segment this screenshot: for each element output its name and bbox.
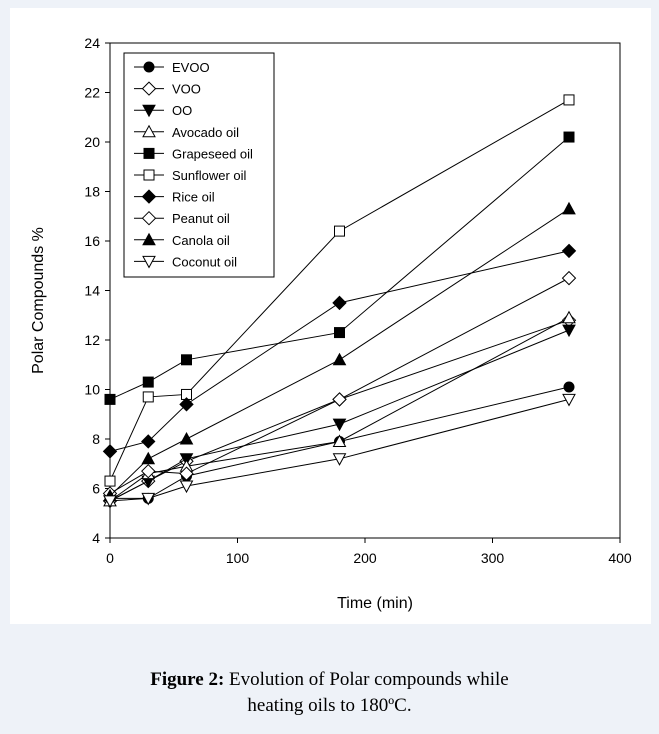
- y-tick-label: 22: [84, 85, 100, 101]
- legend: EVOO VOO OO Avocado oil Grapeseed oil Sunflow…: [123, 52, 275, 278]
- series-peanut-oil: [102, 270, 577, 501]
- data-point-rice-oil: [141, 434, 156, 449]
- data-point-peanut-oil: [332, 392, 347, 407]
- data-point-grapeseed-oil: [563, 131, 575, 143]
- legend-entry-rice-oil: Rice oil: [134, 189, 215, 205]
- legend-label: Avocado oil: [172, 125, 239, 140]
- data-point-coconut-oil: [179, 480, 194, 494]
- y-tick-label: 18: [84, 184, 100, 200]
- x-tick-label: 200: [353, 550, 377, 566]
- legend-marker: [142, 104, 156, 118]
- caption-text-line1: Evolution of Polar compounds while: [224, 669, 509, 690]
- data-point-coconut-oil: [103, 495, 117, 508]
- data-point-rice-oil: [179, 397, 194, 412]
- data-point-grapeseed-oil: [334, 327, 345, 339]
- legend-entry-peanut-oil: Peanut oil: [134, 210, 230, 226]
- legend-entry-oo: OO: [134, 103, 192, 118]
- data-point-oo: [332, 418, 347, 432]
- legend-label: EVOO: [172, 60, 210, 75]
- y-tick-label: 16: [84, 233, 100, 249]
- data-point-sunflower-oil: [104, 475, 116, 487]
- y-tick-label: 12: [84, 332, 100, 348]
- caption-text-line2: heating oils to 180ºC.: [247, 695, 412, 716]
- chart-panel: 4 6 8 10 12 14 16 18 20 22 24 0 100 200 300 400 EVOO VOO…: [10, 8, 651, 624]
- data-point-rice-oil: [332, 295, 347, 311]
- figure-caption: Figure 2: Evolution of Polar compounds w…: [0, 667, 659, 719]
- legend-marker: [143, 169, 155, 181]
- legend-entry-sunflower-oil: Sunflower oil: [134, 168, 247, 183]
- legend-label: VOO: [172, 82, 201, 97]
- x-axis-title: Time (min): [337, 595, 413, 612]
- y-tick-label: 24: [84, 35, 100, 51]
- y-tick-label: 8: [92, 431, 100, 447]
- data-point-peanut-oil: [179, 466, 194, 481]
- x-tick-label: 0: [106, 550, 114, 566]
- series-line-coconut-oil: [109, 398, 570, 502]
- legend-entry-voo: VOO: [134, 81, 201, 97]
- legend-marker: [141, 189, 157, 204]
- data-point-oo: [562, 324, 576, 338]
- legend-label: Peanut oil: [172, 211, 230, 226]
- y-tick-label: 6: [92, 481, 100, 497]
- series-grapeseed-oil: [104, 131, 575, 405]
- data-point-coconut-oil: [332, 453, 347, 466]
- y-tick-label: 10: [84, 382, 100, 398]
- y-axis-title: Polar Compounds %: [30, 227, 47, 374]
- data-point-canola-oil: [332, 352, 347, 366]
- data-point-canola-oil: [179, 431, 194, 445]
- line-chart: 4 6 8 10 12 14 16 18 20 22 24 0 100 200 300 400 EVOO VOO…: [30, 35, 632, 612]
- y-tick-label: 14: [84, 283, 100, 299]
- series-coconut-oil: [103, 393, 576, 508]
- series-rice-oil: [102, 243, 577, 459]
- data-point-coconut-oil: [141, 492, 156, 506]
- legend-marker: [142, 255, 156, 269]
- legend-marker: [143, 147, 155, 159]
- legend-label: Coconut oil: [172, 254, 237, 269]
- data-point-peanut-oil: [561, 270, 577, 286]
- data-point-peanut-oil: [141, 463, 156, 479]
- y-tick-label: 4: [92, 530, 100, 546]
- data-point-evoo: [563, 381, 575, 393]
- series-line-voo: [109, 319, 570, 502]
- series-sunflower-oil: [104, 94, 575, 487]
- axes: 4 6 8 10 12 14 16 18 20 22 24 0 100 200 300 400: [84, 35, 631, 566]
- legend-entry-evoo: EVOO: [134, 60, 210, 75]
- legend-marker: [143, 61, 155, 73]
- data-point-avocado-oil: [562, 310, 576, 324]
- x-tick-label: 400: [608, 550, 632, 566]
- data-point-grapeseed-oil: [181, 354, 192, 366]
- figure-label: Figure 2:: [150, 669, 225, 690]
- data-point-sunflower-oil: [334, 225, 345, 237]
- data-point-grapeseed-oil: [142, 376, 154, 388]
- series-avocado-oil: [103, 310, 576, 507]
- data-point-grapeseed-oil: [104, 393, 116, 405]
- data-point-rice-oil: [102, 444, 118, 459]
- data-point-sunflower-oil: [563, 94, 575, 106]
- data-point-canola-oil: [141, 451, 156, 465]
- legend-marker: [142, 124, 156, 138]
- series-voo: [102, 312, 577, 509]
- legend-label: Sunflower oil: [172, 168, 247, 183]
- data-point-sunflower-oil: [142, 391, 154, 403]
- data-point-avocado-oil: [332, 434, 347, 447]
- y-tick-label: 20: [84, 134, 100, 150]
- legend-marker: [142, 232, 156, 246]
- x-tick-label: 300: [481, 550, 505, 566]
- data-point-rice-oil: [561, 243, 577, 259]
- legend-marker: [141, 210, 157, 226]
- legend-marker: [141, 81, 157, 96]
- data-point-coconut-oil: [562, 393, 576, 407]
- legend-entry-avocado-oil: Avocado oil: [134, 124, 239, 140]
- x-tick-label: 100: [226, 550, 250, 566]
- legend-label: Grapeseed oil: [172, 146, 253, 161]
- legend-label: OO: [172, 103, 192, 118]
- series-lines: [102, 94, 577, 509]
- legend-label: Rice oil: [172, 190, 215, 205]
- legend-entry-coconut-oil: Coconut oil: [134, 254, 237, 269]
- data-point-canola-oil: [562, 201, 576, 215]
- legend-entry-canola-oil: Canola oil: [134, 232, 230, 248]
- legend-entry-grapeseed-oil: Grapeseed oil: [134, 146, 253, 161]
- legend-label: Canola oil: [172, 233, 230, 248]
